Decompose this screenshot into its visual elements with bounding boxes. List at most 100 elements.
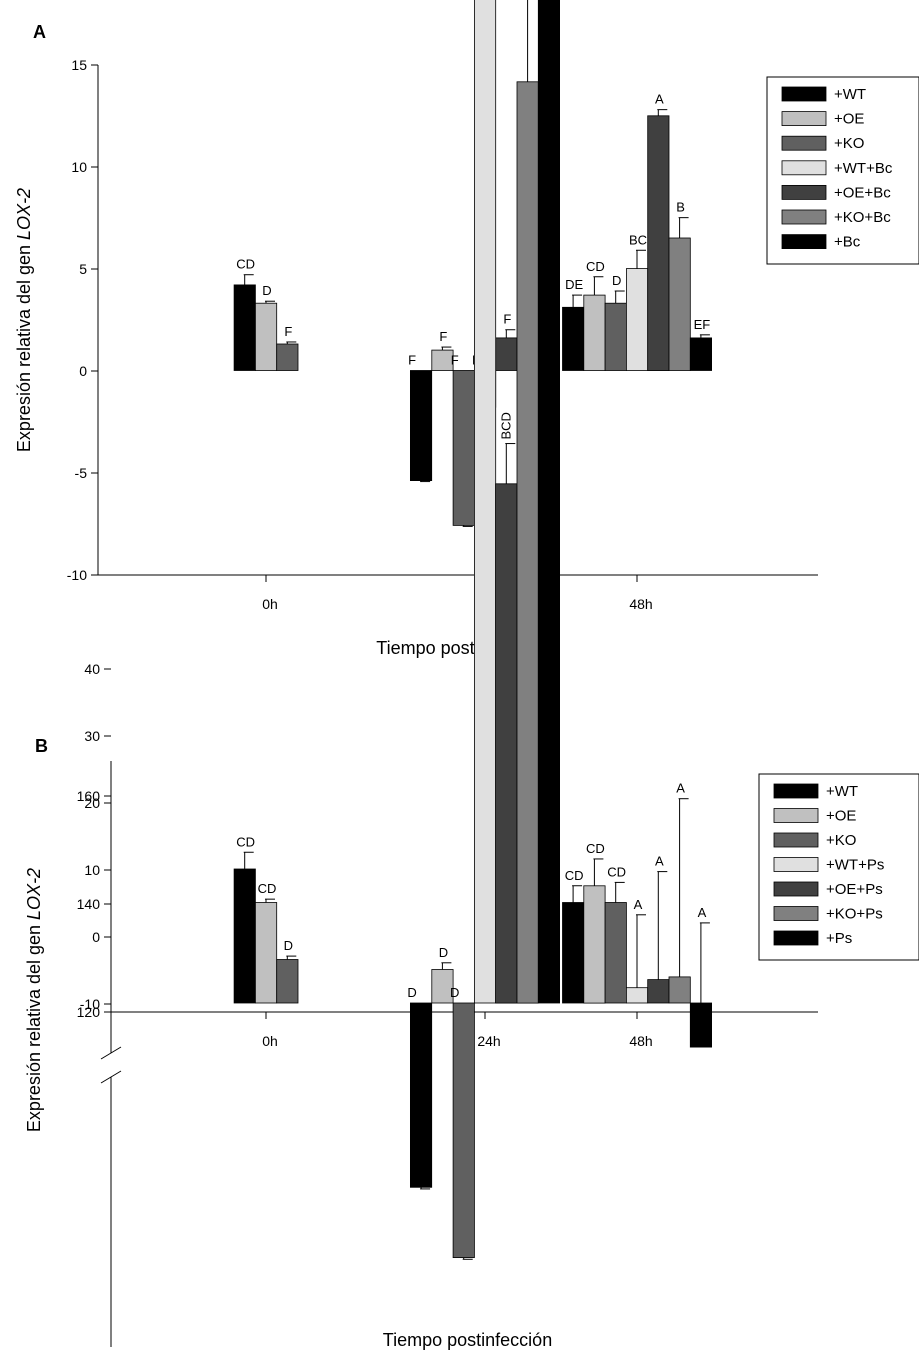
panel-b-legend-label: +OE xyxy=(826,808,856,825)
panel-a-bar xyxy=(495,337,518,371)
panel-a-legend-swatch xyxy=(781,111,827,126)
panel-b-significance-letter: A xyxy=(655,854,664,869)
panel-a-bar xyxy=(233,284,256,371)
panel-b-legend-swatch xyxy=(773,832,819,848)
panel-a-legend-label: +KO xyxy=(834,135,864,152)
panel-b-legend-label: +Ps xyxy=(826,930,852,947)
panel-b-bar xyxy=(473,0,497,1004)
panel-b-significance-letter: CD xyxy=(565,868,584,883)
panel-a-legend-swatch xyxy=(781,209,827,225)
panel-a-x-tick-label: 48h xyxy=(629,596,652,612)
panel-a-legend-label: +WT xyxy=(834,86,866,103)
panel-b-x-tick-label: 24h xyxy=(477,1033,500,1049)
panel-b-y-tick-label: -10 xyxy=(80,996,100,1012)
panel-a-bar xyxy=(562,306,585,371)
panel-b-legend-swatch xyxy=(773,808,819,823)
panel-a-legend-label: +Bc xyxy=(834,234,861,251)
panel-a-significance-letter: F xyxy=(439,329,447,344)
panel-b-bar xyxy=(604,902,627,1004)
panel-a-significance-letter: A xyxy=(655,92,664,107)
panel-a-bar xyxy=(276,343,299,371)
panel-b-legend-swatch xyxy=(773,906,819,921)
panel-b-bar xyxy=(409,1002,433,1188)
panel-b-bar xyxy=(276,959,299,1004)
panel-b-significance-letter: CD xyxy=(586,841,605,856)
panel-b-significance-letter: D xyxy=(439,945,448,960)
panel-b-significance-letter: CD xyxy=(236,834,255,849)
panel-b-legend-swatch xyxy=(773,857,819,872)
panel-a-significance-letter: F xyxy=(408,353,416,368)
panel-a-legend-swatch xyxy=(781,86,827,102)
panel-b-legend-swatch xyxy=(773,930,819,946)
panel-b-bar xyxy=(233,868,256,1004)
panel-a-y-tick-label: 15 xyxy=(71,57,87,73)
panel-a-significance-letter: F xyxy=(284,324,292,339)
panel-b-bar xyxy=(583,885,606,1004)
panel-a-bar xyxy=(452,370,475,526)
panel-b-bar xyxy=(647,979,670,1004)
panel-a-legend-label: +KO+Bc xyxy=(834,209,891,226)
panel-a-significance-letter: BC xyxy=(629,232,647,247)
panel-b-y-tick-label: 0 xyxy=(92,929,100,945)
panel-a-x-tick-label: 0h xyxy=(262,596,278,612)
panel-b-bar xyxy=(516,81,539,1004)
panel-b-legend-label: +WT+Ps xyxy=(826,857,884,874)
panel-a-y-tick-label: 10 xyxy=(71,159,87,175)
panel-a-legend-swatch xyxy=(781,234,827,250)
panel-b-significance-letter: A xyxy=(634,897,643,912)
panel-a-bar xyxy=(647,115,670,372)
panel-a-significance-letter: D xyxy=(262,283,271,298)
panel-b-y-axis-label: Expresión relativa del gen LOX-2 xyxy=(24,868,44,1132)
panel-a-bar xyxy=(626,268,649,371)
panel-a-significance-letter: D xyxy=(612,273,621,288)
panel-a-significance-letter: CD xyxy=(586,259,605,274)
panel-b-axis-break-mark xyxy=(100,1070,122,1084)
panel-b-bar xyxy=(668,976,691,1004)
panel-a-legend-swatch xyxy=(781,135,827,151)
panel-a-y-tick-label: 0 xyxy=(79,363,87,379)
panel-a-legend-label: +OE+Bc xyxy=(834,184,891,201)
panel-a-significance-letter: F xyxy=(451,353,459,368)
panel-a-bar xyxy=(254,302,278,371)
panel-a-legend-swatch xyxy=(781,184,827,200)
panel-a-panel-label: A xyxy=(33,22,46,42)
panel-b-x-tick-label: 0h xyxy=(262,1033,278,1049)
panel-a-bar xyxy=(583,294,606,371)
panel-a-bar xyxy=(689,337,712,371)
panel-b-significance-letter: D xyxy=(284,938,293,953)
panel-b-bar xyxy=(254,902,278,1004)
panel-b-bar xyxy=(562,902,585,1004)
panel-b-significance-letter: CD xyxy=(258,881,277,896)
panel-b-legend-label: +OE+Ps xyxy=(826,881,883,898)
panel-a-significance-letter: DE xyxy=(565,277,583,292)
panel-b-significance-letter: A xyxy=(698,905,707,920)
panel-b-y-tick-label: 30 xyxy=(84,728,100,744)
panel-b-y-tick-label: 20 xyxy=(84,795,100,811)
panel-a-significance-letter: EF xyxy=(694,317,711,332)
panel-b-x-tick-label: 48h xyxy=(629,1033,652,1049)
panel-b-legend-swatch xyxy=(773,783,819,799)
panel-a-y-tick-label: 5 xyxy=(79,261,87,277)
panel-b-legend-label: +KO xyxy=(826,832,856,849)
panel-a-y-tick-label: -10 xyxy=(67,567,87,583)
panel-b-legend-label: +WT xyxy=(826,783,858,800)
panel-a-bar xyxy=(409,370,433,481)
panel-a-bar xyxy=(604,302,627,371)
panel-b-legend-label: +KO+Ps xyxy=(826,906,883,923)
panel-b-bar xyxy=(626,987,649,1004)
panel-a-y-axis-label: Expresión relativa del gen LOX-2 xyxy=(14,188,34,452)
panel-a-y-tick-label: -5 xyxy=(75,465,88,481)
panel-b-y-tick-label: 140 xyxy=(77,896,101,912)
panel-a-legend-label: +WT+Bc xyxy=(834,160,893,177)
panel-b-significance-letter: A xyxy=(676,781,685,796)
panel-a-legend-swatch xyxy=(781,160,827,176)
panel-b-bar xyxy=(452,1002,475,1259)
panel-b-x-axis-label: Tiempo postinfección xyxy=(383,1330,552,1350)
panel-b-axis-break-mark xyxy=(100,1046,122,1060)
panel-b-significance-letter: CD xyxy=(607,864,626,879)
panel-a-legend-label: +OE xyxy=(834,111,864,128)
panel-a-significance-letter: B xyxy=(676,200,685,215)
panel-a-significance-letter: F xyxy=(503,312,511,327)
panel-b-panel-label: B xyxy=(35,736,48,756)
panel-a-significance-letter: CD xyxy=(236,257,255,272)
